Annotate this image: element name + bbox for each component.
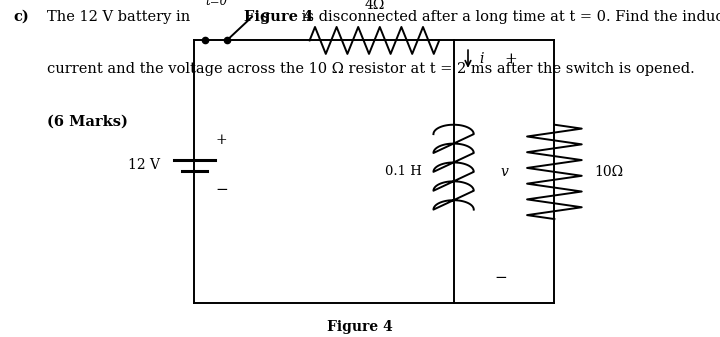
Text: 0.1 H: 0.1 H [384,165,422,178]
Text: −: − [215,183,228,197]
Text: Figure 4: Figure 4 [327,319,393,334]
Text: +: + [505,52,518,66]
Text: i: i [479,52,483,66]
Text: 4Ω: 4Ω [364,0,384,12]
Text: S: S [261,12,269,25]
Text: 10Ω: 10Ω [594,165,623,179]
Text: t=0: t=0 [205,0,227,8]
Text: c): c) [13,10,29,24]
Text: +: + [216,133,228,147]
Text: The 12 V battery in: The 12 V battery in [47,10,194,24]
Text: Figure 4: Figure 4 [244,10,313,24]
Text: −: − [494,271,507,285]
Text: v: v [500,165,508,179]
Text: 12 V: 12 V [128,158,160,172]
Text: is disconnected after a long time at t = 0. Find the inductor: is disconnected after a long time at t =… [297,10,720,24]
Text: current and the voltage across the 10 Ω resistor at t = 2 ms after the switch is: current and the voltage across the 10 Ω … [47,62,695,76]
Text: (6 Marks): (6 Marks) [47,115,127,129]
